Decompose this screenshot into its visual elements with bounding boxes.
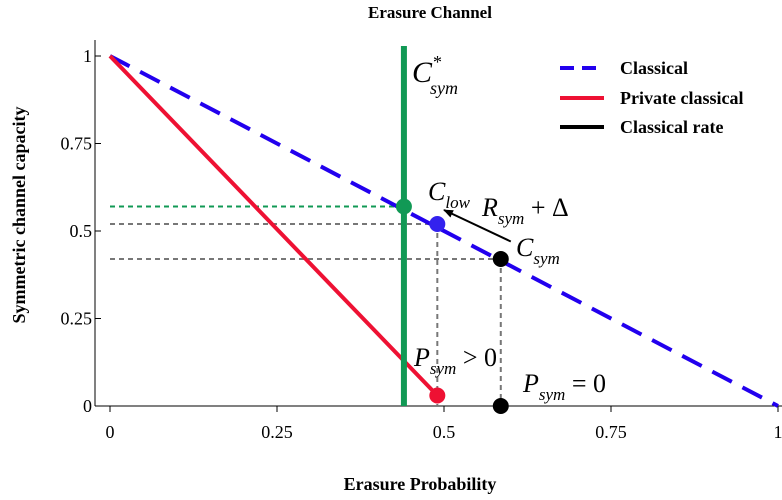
y-tick-label: 0.5 — [70, 221, 93, 241]
y-tick-label: 0 — [83, 396, 92, 416]
x-axis-label: Erasure Probability — [344, 474, 497, 494]
y-tick-label: 0.75 — [61, 134, 93, 154]
data-point — [429, 387, 446, 404]
series-lines — [108, 54, 779, 408]
data-point — [429, 216, 446, 232]
legend-label: Classical — [620, 58, 688, 78]
rsym-arrow — [443, 209, 512, 243]
x-tick-label: 1 — [774, 422, 782, 442]
x-tick-label: 0.25 — [261, 422, 293, 442]
series-line — [109, 54, 779, 408]
y-axis-label: Symmetric channel capacity — [9, 107, 29, 324]
y-tick-label: 0.25 — [61, 309, 93, 329]
p-sym-zero-label: Psym = 0 — [522, 369, 606, 404]
y-ticks: 0 0.25 0.5 0.75 1 — [61, 46, 101, 416]
x-tick-label: 0.5 — [433, 422, 456, 442]
data-point — [492, 398, 509, 414]
axes — [94, 40, 782, 407]
x-ticks: 0 0.25 0.5 0.75 1 — [106, 406, 782, 442]
markers — [395, 198, 509, 414]
csym-star-label: C* sym — [412, 52, 458, 98]
c-low-label: Clow — [428, 177, 471, 212]
x-tick-label: 0.75 — [595, 422, 627, 442]
data-point — [492, 251, 509, 267]
legend-label: Private classical — [620, 88, 743, 108]
rsym-arrow-line — [443, 209, 512, 243]
r-sym-label: Rsym + Δ — [481, 193, 569, 228]
series-line — [108, 54, 439, 397]
legend: Classical Private classical Classical rate — [560, 58, 743, 137]
p-sym-positive-label: Psym > 0 — [413, 343, 497, 378]
c-sym-label: Csym — [516, 233, 560, 268]
data-point — [395, 198, 412, 215]
x-tick-label: 0 — [106, 422, 115, 442]
legend-label: Classical rate — [620, 117, 723, 137]
chart-title: Erasure Channel — [368, 3, 492, 22]
y-tick-label: 1 — [83, 46, 92, 66]
